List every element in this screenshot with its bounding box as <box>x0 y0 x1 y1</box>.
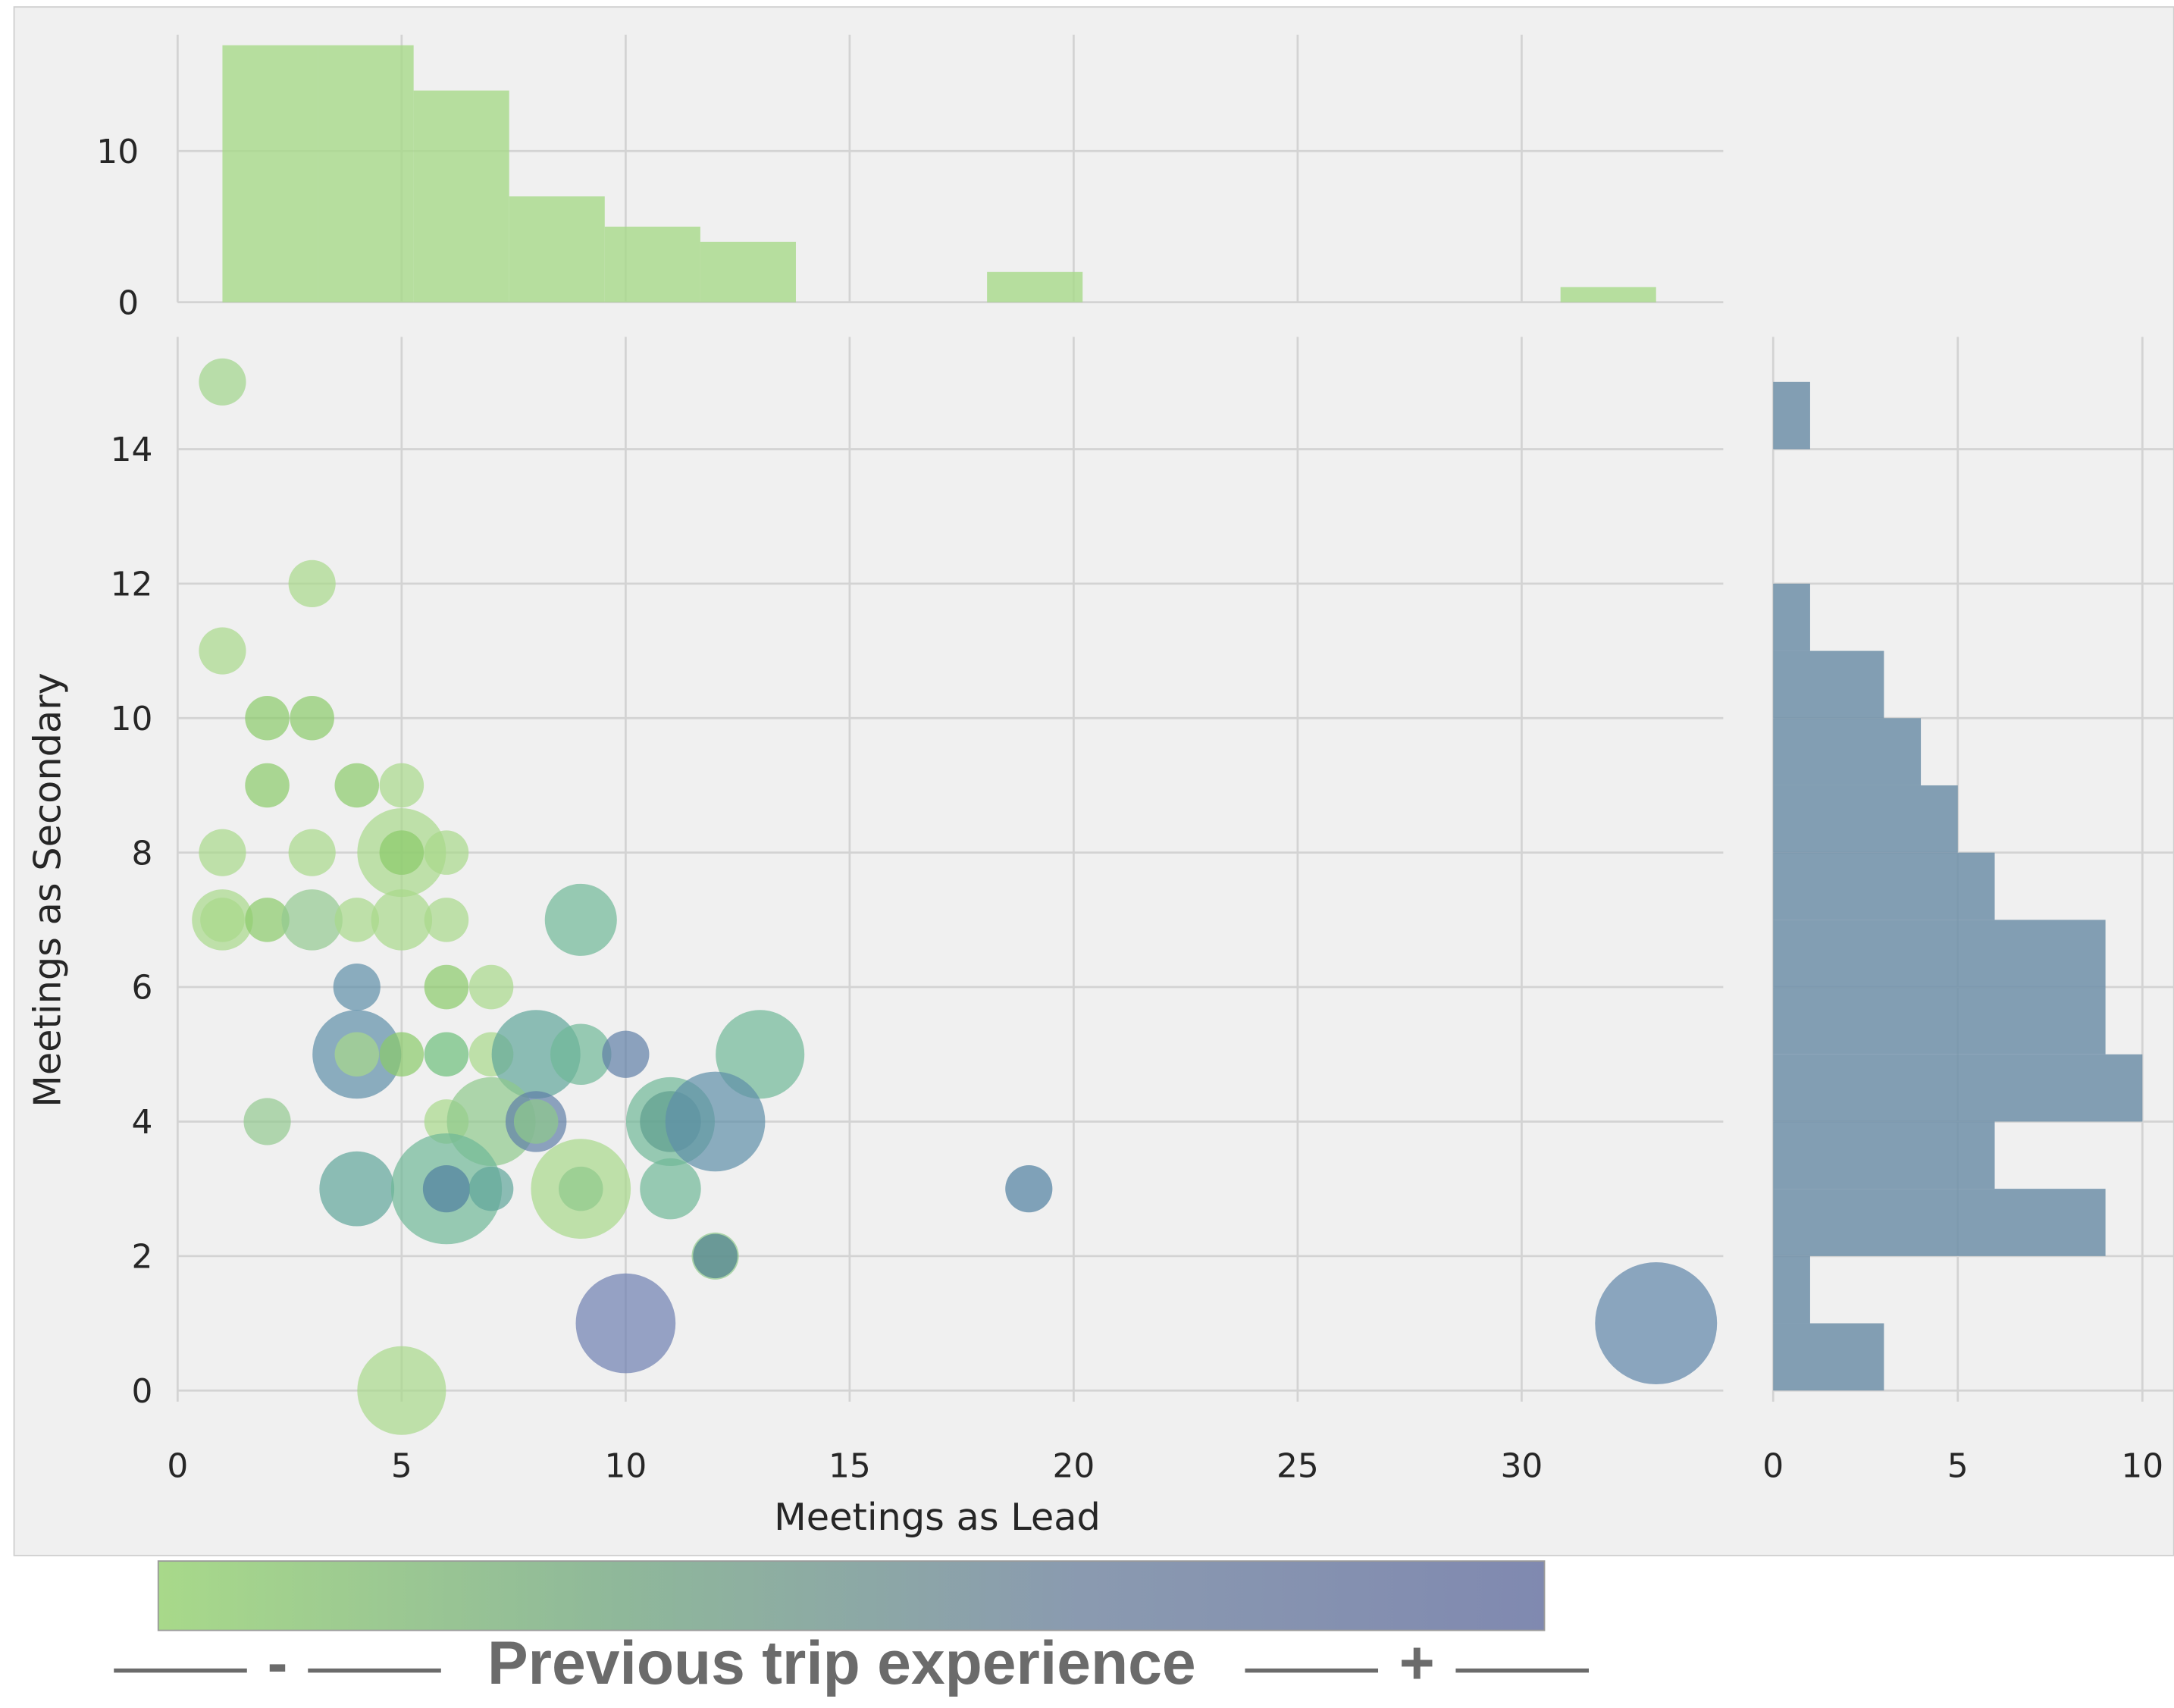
histogram-bar <box>318 45 414 302</box>
colorbar-label: Previous trip experience <box>487 1629 1196 1697</box>
histogram-bar <box>1773 583 1810 651</box>
bubble <box>245 898 290 942</box>
y-tick-label: 10 <box>96 133 139 171</box>
bubble <box>379 830 424 875</box>
bubble <box>379 763 424 808</box>
histogram-bar <box>1773 650 1884 719</box>
histogram-bar <box>604 226 700 302</box>
bubble <box>640 1158 701 1220</box>
bubble <box>334 1032 380 1077</box>
bubble <box>1595 1262 1718 1384</box>
x-tick-label: 20 <box>1052 1447 1095 1486</box>
histogram-bar <box>222 45 318 302</box>
bubble <box>334 898 380 942</box>
histogram-bar <box>1773 785 1958 853</box>
bubble <box>693 1233 738 1279</box>
colorbar-low-label: - <box>268 1629 288 1697</box>
colorbar <box>157 1560 1546 1631</box>
bubble <box>422 1165 471 1213</box>
y-axis-label: Meetings as Secondary <box>26 672 70 1107</box>
bubble <box>199 829 246 876</box>
bubble <box>290 696 334 741</box>
x-tick-label: 25 <box>1277 1447 1319 1486</box>
histogram-bar <box>1773 1121 1995 1189</box>
bubble <box>371 889 433 951</box>
bubble <box>716 1010 805 1099</box>
bubble <box>424 1032 469 1077</box>
histogram-bar <box>987 271 1083 302</box>
histogram-bar <box>1773 1255 1810 1324</box>
bubble <box>199 358 246 406</box>
histogram-bar <box>1773 1054 2143 1122</box>
histogram-bar <box>1773 987 2106 1055</box>
x-tick-label: 30 <box>1501 1447 1543 1486</box>
bubble <box>319 1151 395 1227</box>
histogram-bar <box>1773 381 1810 450</box>
bubble <box>379 1032 424 1077</box>
x-tick-label: 10 <box>604 1447 647 1486</box>
bubble <box>513 1099 559 1144</box>
bubble <box>550 1023 612 1085</box>
labels: Meetings as Lead Meetings as Secondary 0… <box>26 133 2164 1539</box>
bubble <box>468 1166 514 1211</box>
bubble <box>424 898 469 942</box>
colorbar-high-label: + <box>1399 1629 1435 1697</box>
y-tick-label: 12 <box>111 566 153 604</box>
histogram-bar <box>1773 718 1922 785</box>
x-tick-label: 10 <box>2121 1447 2163 1486</box>
bubble <box>424 830 469 875</box>
histogram-bar <box>1773 852 1995 920</box>
bubble <box>602 1030 650 1078</box>
histogram-bar <box>1773 1189 2106 1256</box>
bubble <box>665 1071 766 1172</box>
y-tick-label: 0 <box>132 1372 153 1411</box>
y-tick-label: 4 <box>132 1103 153 1142</box>
bubble <box>491 1010 581 1099</box>
y-tick-label: 6 <box>132 969 153 1008</box>
histogram-bar <box>1773 920 2106 988</box>
histogram-bar <box>1773 1323 1884 1391</box>
marks <box>192 45 2143 1435</box>
bubble <box>1005 1165 1053 1213</box>
x-tick-label: 5 <box>391 1447 412 1486</box>
histogram-bar <box>700 241 796 302</box>
bubble <box>544 883 617 956</box>
y-tick-label: 0 <box>117 284 139 322</box>
x-tick-label: 0 <box>1762 1447 1784 1486</box>
bubble <box>559 1166 603 1211</box>
histogram-bar <box>1560 287 1656 302</box>
bubble <box>200 898 245 942</box>
y-tick-label: 8 <box>132 834 153 873</box>
x-tick-label: 15 <box>829 1447 871 1486</box>
y-tick-label: 10 <box>111 700 153 738</box>
bubble <box>243 1098 291 1145</box>
y-tick-label: 2 <box>132 1237 153 1276</box>
bubble <box>288 559 336 607</box>
bubble <box>334 763 380 808</box>
bubble <box>357 1346 446 1435</box>
bubble <box>575 1273 676 1374</box>
y-tick-label: 14 <box>111 431 153 469</box>
histogram-bar <box>509 196 605 302</box>
bubble <box>288 829 336 876</box>
bubble <box>424 964 469 1010</box>
x-tick-label: 0 <box>167 1447 188 1486</box>
bubble <box>245 696 290 741</box>
x-axis-label: Meetings as Lead <box>774 1495 1101 1539</box>
bubble <box>333 963 381 1011</box>
bubble <box>468 964 514 1010</box>
bubble <box>245 763 290 808</box>
bubble <box>199 627 246 675</box>
histogram-bar <box>413 90 509 302</box>
x-tick-label: 5 <box>1947 1447 1969 1486</box>
bubble <box>281 889 343 951</box>
